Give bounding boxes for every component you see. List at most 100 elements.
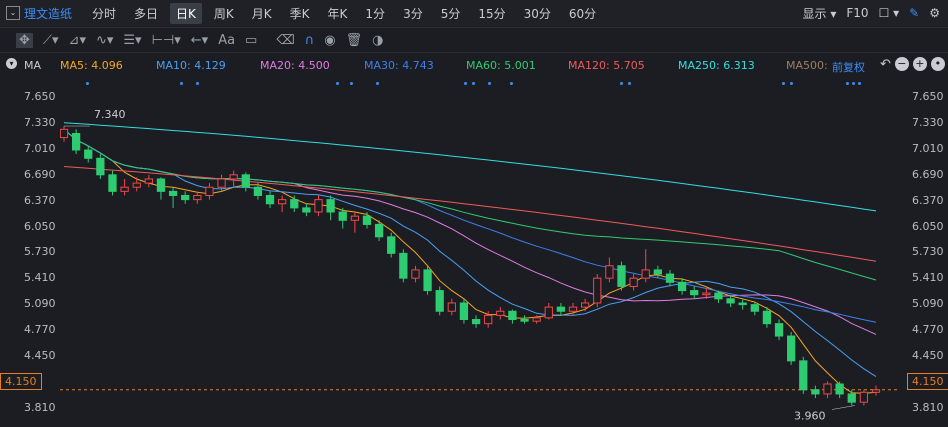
candle-body[interactable] — [544, 306, 553, 319]
undo-icon[interactable]: ↶ — [880, 57, 891, 72]
candle-body[interactable] — [690, 290, 699, 296]
candle-body[interactable] — [714, 292, 723, 300]
candle-body[interactable] — [423, 269, 432, 292]
tab-9[interactable]: 5分 — [440, 6, 461, 21]
adjust-dropdown[interactable]: 前复权 — [832, 61, 865, 74]
tab-6[interactable]: 年K — [327, 6, 348, 21]
zoom-in-icon[interactable]: + — [912, 57, 927, 71]
channel-tool-icon[interactable]: ⊿▾ — [68, 32, 86, 48]
ma-item[interactable]: MA60: 5.001 — [466, 59, 536, 72]
event-dot[interactable] — [488, 82, 491, 85]
candle-body[interactable] — [653, 269, 662, 275]
tab-7[interactable]: 1分 — [365, 6, 386, 21]
candle-body[interactable] — [108, 174, 117, 192]
candle-body[interactable] — [447, 302, 456, 312]
candle-body[interactable] — [144, 178, 153, 184]
ma-item[interactable]: MA250: 6.313 — [678, 59, 755, 72]
tab-1[interactable]: 多日 — [134, 6, 159, 21]
candle-body[interactable] — [593, 277, 602, 304]
ma-item[interactable]: MA30: 4.743 — [364, 59, 434, 72]
candle-body[interactable] — [181, 194, 190, 201]
ma-item[interactable]: MA500: — [786, 59, 828, 72]
candle-body[interactable] — [302, 207, 311, 213]
candle-body[interactable] — [774, 323, 784, 337]
magnet-icon[interactable]: ∩ — [304, 32, 315, 48]
menu-icon[interactable]: ⌄ — [6, 6, 20, 20]
wave-tool-icon[interactable]: ∿▾ — [95, 32, 114, 48]
candle-body[interactable] — [338, 211, 347, 221]
event-dot[interactable] — [350, 82, 353, 85]
candle-body[interactable] — [229, 174, 238, 180]
candle-body[interactable] — [677, 281, 687, 292]
candle-body[interactable] — [350, 215, 360, 221]
toggle-icon[interactable]: ◑ — [372, 32, 384, 48]
candle-body[interactable] — [835, 383, 844, 395]
candle-body[interactable] — [726, 298, 735, 304]
event-dot[interactable] — [510, 82, 513, 85]
candle-body[interactable] — [435, 290, 444, 312]
ma-item[interactable]: MA120: 5.705 — [568, 59, 645, 72]
candle-body[interactable] — [278, 199, 287, 205]
range-tool-icon[interactable]: ⊢⊣▾ — [151, 32, 181, 48]
candle-body[interactable] — [156, 178, 166, 192]
candle-body[interactable] — [859, 391, 869, 403]
tab-12[interactable]: 60分 — [568, 6, 597, 21]
candle-body[interactable] — [617, 265, 626, 287]
f10-button[interactable]: F10 — [846, 6, 869, 20]
tab-5[interactable]: 季K — [289, 6, 310, 21]
eraser-icon[interactable]: ⌫ — [276, 32, 295, 48]
collapse-icon[interactable]: ▾ — [6, 58, 17, 69]
tab-2[interactable]: 日K — [170, 2, 202, 24]
candle-body[interactable] — [629, 277, 638, 287]
candle-body[interactable] — [811, 389, 820, 395]
event-dot[interactable] — [852, 82, 855, 85]
candle-body[interactable] — [168, 190, 178, 196]
fib-tool-icon[interactable]: ☰▾ — [123, 32, 142, 48]
eye-icon[interactable]: ◉ — [324, 32, 336, 48]
candle-body[interactable] — [787, 335, 796, 362]
candle-body[interactable] — [241, 174, 250, 188]
event-dot[interactable] — [196, 82, 199, 85]
event-dot[interactable] — [620, 82, 623, 85]
candle-body[interactable] — [762, 310, 772, 325]
candle-body[interactable] — [326, 199, 335, 213]
event-dot[interactable] — [376, 82, 379, 85]
more-icon[interactable]: • — [930, 57, 945, 71]
candle-body[interactable] — [750, 304, 759, 312]
candle-body[interactable] — [60, 128, 69, 139]
move-tool-icon[interactable]: ✥ — [16, 32, 33, 48]
candle-body[interactable] — [387, 236, 396, 254]
candle-body[interactable] — [580, 302, 590, 308]
tab-8[interactable]: 3分 — [403, 6, 423, 21]
comment-tool-icon[interactable]: ▭ — [245, 32, 258, 48]
ma-item[interactable]: MA10: 4.129 — [156, 59, 226, 72]
candle-body[interactable] — [641, 269, 650, 279]
candle-body[interactable] — [702, 292, 711, 296]
event-dot[interactable] — [858, 82, 861, 85]
event-dot[interactable] — [472, 82, 475, 85]
event-dot[interactable] — [790, 82, 793, 85]
arrow-tool-icon[interactable]: ←▾ — [190, 32, 209, 48]
event-dot[interactable] — [336, 82, 339, 85]
pen-icon[interactable]: ✎ — [909, 6, 920, 20]
candle-body[interactable] — [568, 306, 578, 312]
event-dot[interactable] — [464, 82, 467, 85]
candle-body[interactable] — [520, 319, 529, 322]
candle-body[interactable] — [84, 149, 93, 159]
candle-body[interactable] — [847, 393, 856, 403]
candle-body[interactable] — [96, 157, 105, 176]
candle-body[interactable] — [205, 186, 214, 196]
event-dot[interactable] — [846, 82, 849, 85]
candle-body[interactable] — [459, 302, 469, 321]
candle-body[interactable] — [314, 199, 323, 213]
event-dot[interactable] — [86, 82, 89, 85]
event-dot[interactable] — [782, 82, 785, 85]
candle-body[interactable] — [738, 302, 747, 306]
candle-body[interactable] — [556, 306, 566, 312]
candle-body[interactable] — [362, 215, 372, 225]
candle-body[interactable] — [484, 314, 493, 325]
checkbox-icon[interactable]: ☐ ▾ — [878, 6, 900, 20]
candle-body[interactable] — [799, 360, 808, 391]
candle-body[interactable] — [399, 252, 408, 279]
trash-icon[interactable]: 🗑 — [345, 32, 363, 48]
